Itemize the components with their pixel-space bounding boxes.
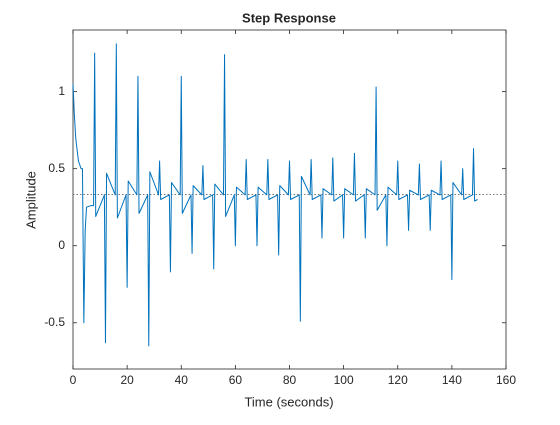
y-tick-label: 1 — [58, 84, 65, 98]
x-tick-label: 120 — [388, 373, 408, 387]
x-tick-label: 100 — [334, 373, 354, 387]
line-series — [72, 43, 478, 347]
x-tick-label: 40 — [175, 373, 189, 387]
x-tick-label: 60 — [229, 373, 243, 387]
y-tick-label: 0 — [58, 238, 65, 252]
y-axis-label: Amplitude — [23, 171, 38, 229]
x-tick-label: 0 — [70, 373, 77, 387]
x-tick-label: 160 — [496, 373, 516, 387]
chart-title: Step Response — [242, 10, 336, 25]
x-axis-label: Time (seconds) — [244, 394, 333, 409]
x-tick-label: 20 — [120, 373, 134, 387]
x-tick-label: 140 — [442, 373, 462, 387]
x-tick-label: 80 — [283, 373, 297, 387]
y-tick-label: -0.5 — [44, 315, 65, 329]
y-tick-label: 0.5 — [48, 161, 65, 175]
